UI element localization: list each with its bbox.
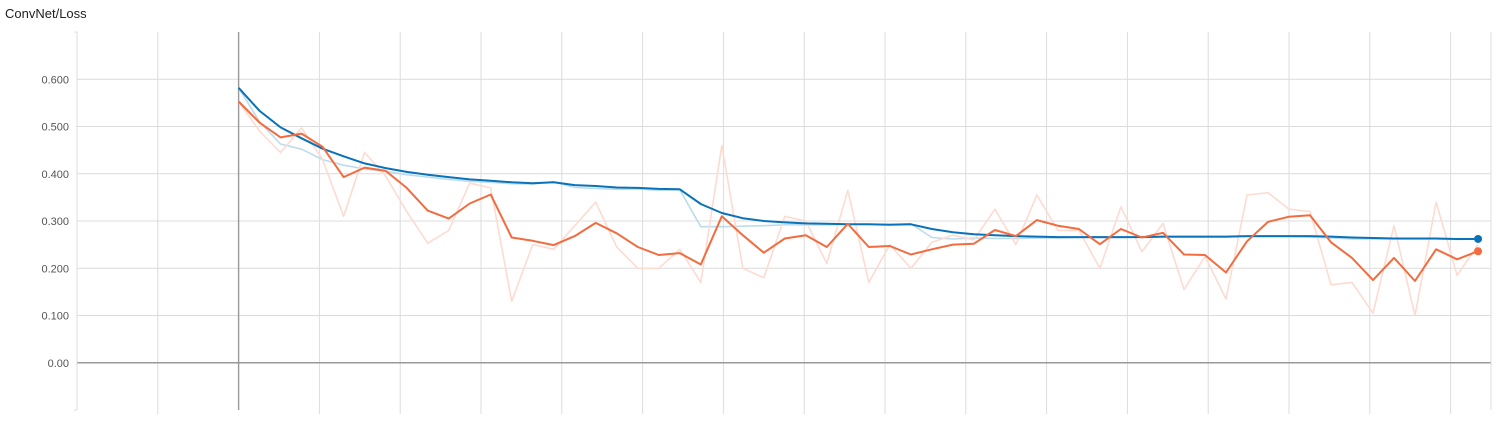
series-1-end-point [1474, 234, 1483, 243]
y-tick-label: 0.100 [41, 311, 69, 323]
y-tick-label: 0.600 [41, 74, 69, 86]
y-axis-ticks: 0.600 0.500 0.400 0.300 0.200 0.100 0.00 [41, 74, 69, 370]
series-2-line [237, 100, 1479, 282]
series-2-end-point [1474, 247, 1483, 256]
y-tick-label: 0.200 [41, 263, 69, 275]
y-tick-label: 0.400 [41, 169, 69, 181]
y-tick-label: 0.300 [41, 216, 69, 228]
axes [76, 32, 1492, 410]
y-tick-label: 0.500 [41, 122, 69, 134]
grid-lines [74, 31, 1491, 414]
series-lines [237, 87, 1483, 317]
y-tick-label: 0.00 [48, 358, 69, 370]
chart-title: ConvNet/Loss [5, 6, 87, 21]
series-1-line [237, 87, 1479, 240]
